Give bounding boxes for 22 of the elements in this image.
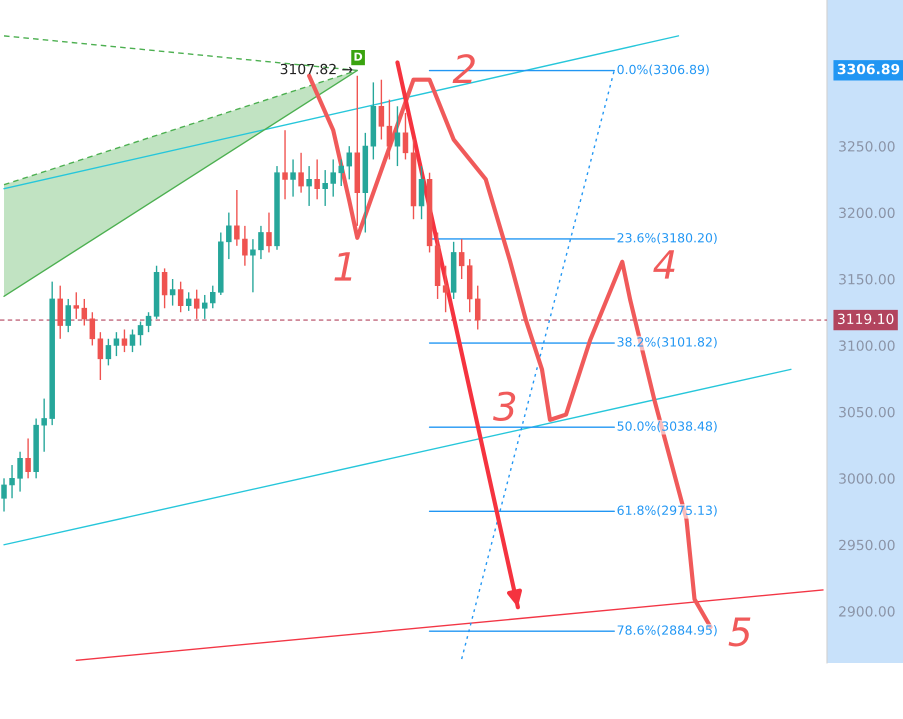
annotation: 4 [653, 250, 675, 279]
annotation: D [354, 52, 362, 61]
series-label: 78.6%(2884.95) [618, 625, 717, 636]
annotation: 5 [728, 618, 750, 646]
ref-line-label: 3119.10 [838, 314, 894, 324]
series-label: 50.0%(3038.48) [618, 421, 717, 432]
series-label: 23.6%(3180.20) [618, 232, 717, 244]
annotation: 1 [334, 252, 352, 281]
series-label: 0.0%(3306.89) [617, 64, 709, 76]
text: 3306.89 [838, 64, 900, 74]
series-label: 61.8%(2975.13) [618, 505, 717, 516]
y-tick-label: 2950.00 [839, 540, 895, 550]
annotation: 3 [493, 392, 516, 422]
y-tick-label: 3100.00 [839, 340, 895, 351]
series-label: 38.2%(3101.82) [618, 337, 717, 348]
y-tick-label: 3050.00 [839, 406, 895, 418]
y-tick-label: 3250.00 [839, 141, 895, 152]
y-tick-label: 3200.00 [839, 208, 895, 218]
y-tick-label: 3150.00 [839, 274, 895, 284]
annotation: 3107.82 → [280, 64, 352, 74]
y-tick-label: 3000.00 [839, 473, 895, 484]
y-tick-label: 2900.00 [839, 606, 895, 617]
